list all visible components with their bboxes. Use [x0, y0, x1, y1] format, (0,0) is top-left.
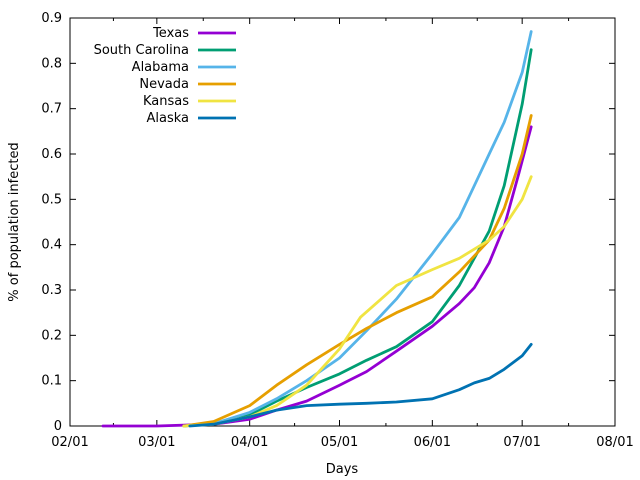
x-axis-label: Days	[326, 462, 359, 477]
series-line-texas	[101, 125, 533, 428]
series-line-alaska	[188, 343, 533, 428]
y-tick-label: 0.3	[41, 283, 62, 298]
y-tick-label: 0.4	[41, 238, 62, 253]
series-lines	[101, 30, 533, 428]
y-tick-label: 0.7	[41, 102, 62, 117]
y-tick-label: 0.2	[41, 328, 62, 343]
series-line-kansas	[182, 175, 533, 428]
x-tick-label: 06/01	[414, 435, 451, 450]
legend-label-nevada: Nevada	[139, 77, 189, 92]
y-tick-label: 0.6	[41, 147, 62, 162]
y-axis-label: % of population infected	[7, 142, 22, 301]
y-tick-label: 0.8	[41, 56, 62, 71]
legend-label-alabama: Alabama	[132, 60, 189, 75]
y-tick-label: 0.9	[41, 11, 62, 26]
y-tick-label: 0	[54, 419, 62, 434]
x-tick-label: 04/01	[231, 435, 268, 450]
legend-label-kansas: Kansas	[143, 94, 189, 109]
y-tick-label: 0.5	[41, 192, 62, 207]
y-tick-label: 0.1	[41, 374, 62, 389]
series-line-south-carolina	[182, 48, 533, 428]
legend-label-texas: Texas	[152, 26, 189, 41]
axes: 0 0.1 0.2 0.3 0.4 0.5 0.6 0.7 0.8 0.9 02/01 03/01 04…	[41, 11, 633, 450]
legend-label-alaska: Alaska	[146, 111, 189, 126]
x-tick-label: 02/01	[51, 435, 88, 450]
x-tick-label: 07/01	[503, 435, 540, 450]
plot-frame	[69, 17, 616, 427]
x-tick-label: 03/01	[138, 435, 175, 450]
x-tick-label: 05/01	[321, 435, 358, 450]
series-line-alabama	[182, 30, 533, 428]
series-line-nevada	[182, 114, 533, 428]
legend: Texas South Carolina Alabama Nevada Kansas Al…	[94, 26, 236, 126]
x-tick-label: 08/01	[596, 435, 633, 450]
legend-label-south-carolina: South Carolina	[94, 43, 189, 58]
